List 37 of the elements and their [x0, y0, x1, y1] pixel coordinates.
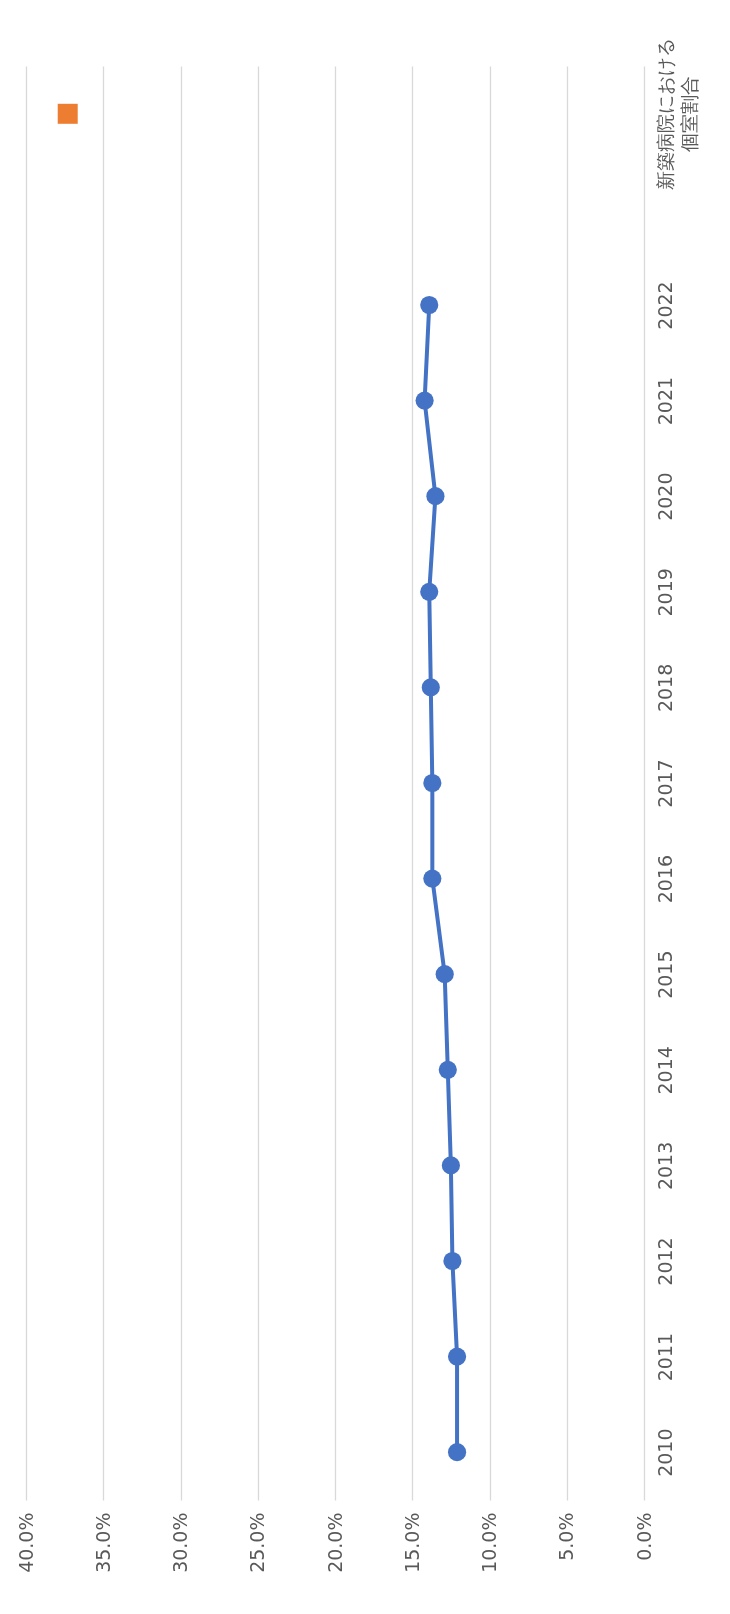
point [421, 678, 440, 697]
x-tick-label: 40.0% [14, 1512, 37, 1573]
y-tick-label: 2014 [653, 1046, 676, 1095]
point [415, 391, 434, 410]
point [426, 487, 445, 506]
y-tick-label: 2017 [653, 759, 676, 808]
x-tick-label: 0.0% [632, 1512, 655, 1561]
y-tick-label: 2013 [653, 1141, 676, 1191]
point [420, 295, 439, 315]
point [423, 773, 442, 793]
y-tick-label: 2012 [653, 1237, 676, 1286]
point [435, 965, 454, 984]
y-tick-label: 2019 [653, 568, 676, 617]
y-tick-label: 2016 [653, 854, 676, 904]
point [438, 1060, 457, 1079]
point [57, 103, 78, 124]
y-tick-label: 2010 [653, 1428, 676, 1477]
point [443, 1251, 462, 1271]
point [447, 1347, 467, 1366]
y-tick-label: 2015 [653, 950, 676, 999]
y-tick-label: 2022 [653, 281, 676, 330]
point [423, 869, 442, 888]
x-tick-label: 35.0% [91, 1512, 114, 1573]
x-tick-label: 5.0% [555, 1512, 578, 1561]
y-tick-label: 2021 [653, 376, 676, 426]
y-tick-label: 2020 [653, 472, 676, 521]
x-tick-label: 25.0% [246, 1512, 269, 1573]
y-tick-label: 2011 [653, 1332, 676, 1382]
point [447, 1443, 467, 1462]
point [441, 1156, 460, 1175]
y-tick-label: 2018 [653, 663, 676, 713]
x-tick-label: 20.0% [323, 1512, 346, 1573]
x-tick-label: 30.0% [169, 1512, 191, 1573]
point [420, 582, 439, 601]
x-tick-label: 15.0% [400, 1512, 423, 1573]
y-tick-label: 新築病院における個室割合 [653, 38, 700, 191]
x-tick-label: 10.0% [478, 1512, 500, 1573]
